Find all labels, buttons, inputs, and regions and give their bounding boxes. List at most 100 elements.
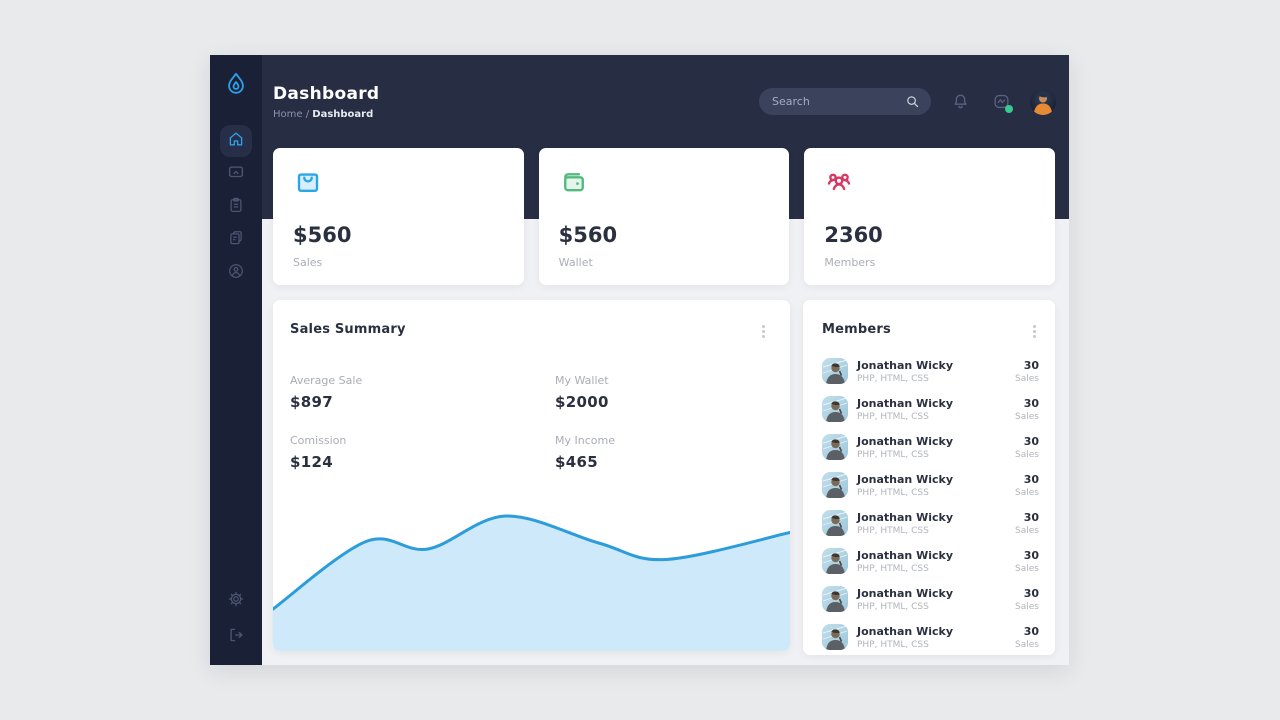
sidebar-item-logout[interactable]	[220, 621, 252, 653]
sidebar-item-documents[interactable]	[220, 224, 252, 256]
sidebar-item-settings[interactable]	[220, 585, 252, 617]
kebab-menu-icon[interactable]	[1030, 322, 1039, 341]
chat-status-dot	[1005, 104, 1013, 113]
member-skills: PHP, HTML, CSS	[857, 411, 929, 422]
members-header: Members	[803, 300, 1055, 341]
main-area: Dashboard Home / Dashboard	[262, 55, 1069, 665]
sidebar-bottom	[220, 585, 252, 653]
sidebar	[210, 55, 262, 665]
member-sales-count: 30	[1023, 396, 1039, 410]
stat-label: Wallet	[558, 256, 593, 269]
member-skills: PHP, HTML, CSS	[857, 373, 929, 384]
member-name: Jonathan Wicky	[857, 586, 953, 600]
sidebar-item-home[interactable]	[220, 125, 252, 157]
member-row[interactable]: Jonathan Wicky PHP, HTML, CSS 30 Sales	[822, 618, 1039, 655]
member-skills: PHP, HTML, CSS	[857, 563, 929, 574]
member-sales-label: Sales	[1015, 373, 1039, 384]
member-row[interactable]: Jonathan Wicky PHP, HTML, CSS 30 Sales	[822, 390, 1039, 428]
member-sales-label: Sales	[1015, 563, 1039, 574]
stat-label: Comission	[290, 434, 347, 447]
sidebar-nav	[220, 125, 252, 289]
member-avatar	[822, 434, 848, 460]
stat-value: 2360	[824, 223, 883, 247]
screen-share-icon	[227, 163, 245, 185]
stat-label: Average Sale	[290, 374, 363, 387]
member-row[interactable]: Jonathan Wicky PHP, HTML, CSS 30 Sales	[822, 466, 1039, 504]
member-avatar	[822, 586, 848, 612]
sidebar-item-tasks[interactable]	[220, 191, 252, 223]
member-sales-count: 30	[1023, 586, 1039, 600]
member-row[interactable]: Jonathan Wicky PHP, HTML, CSS 30 Sales	[822, 542, 1039, 580]
page-heading: Dashboard Home / Dashboard	[273, 84, 379, 120]
member-skills: PHP, HTML, CSS	[857, 487, 929, 498]
member-skills: PHP, HTML, CSS	[857, 639, 929, 650]
member-info: Jonathan Wicky PHP, HTML, CSS	[857, 397, 1015, 422]
app-window: Dashboard Home / Dashboard	[210, 55, 1069, 665]
members-panel: Members	[803, 300, 1055, 655]
member-sales: 30 Sales	[1015, 625, 1039, 650]
clipboard-icon	[227, 196, 245, 218]
stat-value: $2000	[555, 393, 609, 411]
header-content: Dashboard Home / Dashboard	[262, 55, 1069, 148]
bell-icon[interactable]	[948, 90, 972, 114]
member-info: Jonathan Wicky PHP, HTML, CSS	[857, 359, 1015, 384]
stat-card-wallet: $560 Wallet	[538, 148, 790, 285]
stat-cards-row: $560 Sales $560 Wallet	[273, 148, 1056, 285]
user-avatar[interactable]	[1030, 88, 1056, 115]
member-avatar	[822, 472, 848, 498]
chat-icon[interactable]	[989, 90, 1013, 114]
search-input[interactable]	[772, 95, 903, 108]
sales-summary-title: Sales Summary	[290, 322, 406, 337]
member-avatar	[822, 548, 848, 574]
member-sales: 30 Sales	[1015, 359, 1039, 384]
member-row[interactable]: Jonathan Wicky PHP, HTML, CSS 30 Sales	[822, 504, 1039, 542]
member-info: Jonathan Wicky PHP, HTML, CSS	[857, 435, 1015, 460]
member-sales-label: Sales	[1015, 487, 1039, 498]
member-avatar	[822, 396, 848, 422]
member-avatar	[822, 510, 848, 536]
breadcrumb-current: Dashboard	[312, 108, 374, 120]
member-row[interactable]: Jonathan Wicky PHP, HTML, CSS 30 Sales	[822, 580, 1039, 618]
member-info: Jonathan Wicky PHP, HTML, CSS	[857, 549, 1015, 574]
sales-stat-comission: Comission $124	[290, 434, 555, 471]
member-info: Jonathan Wicky PHP, HTML, CSS	[857, 473, 1015, 498]
member-sales-count: 30	[1023, 472, 1039, 486]
member-row[interactable]: Jonathan Wicky PHP, HTML, CSS 30 Sales	[822, 428, 1039, 466]
logout-icon	[227, 626, 245, 648]
stat-card-sales: $560 Sales	[273, 148, 524, 285]
stat-value: $465	[555, 453, 598, 471]
sidebar-item-profile[interactable]	[220, 257, 252, 289]
member-name: Jonathan Wicky	[857, 358, 953, 372]
member-info: Jonathan Wicky PHP, HTML, CSS	[857, 587, 1015, 612]
member-sales-count: 30	[1023, 548, 1039, 562]
sales-summary-stats: Average Sale $897 My Wallet $2000 Comiss…	[290, 374, 790, 471]
search-icon[interactable]	[903, 93, 921, 111]
member-sales-label: Sales	[1015, 525, 1039, 536]
member-sales-label: Sales	[1015, 639, 1039, 650]
documents-icon	[227, 229, 245, 251]
members-icon	[824, 167, 854, 197]
stat-label: My Income	[555, 434, 615, 447]
sales-stat-average-sale: Average Sale $897	[290, 374, 555, 411]
member-name: Jonathan Wicky	[857, 624, 953, 638]
header-actions	[759, 88, 1056, 115]
stat-value: $124	[290, 453, 333, 471]
member-sales-count: 30	[1023, 510, 1039, 524]
breadcrumb-separator: /	[305, 108, 310, 120]
member-name: Jonathan Wicky	[857, 434, 953, 448]
shopping-bag-icon	[293, 167, 323, 197]
stat-label: Sales	[293, 256, 323, 269]
member-sales-label: Sales	[1015, 411, 1039, 422]
member-sales: 30 Sales	[1015, 511, 1039, 536]
member-skills: PHP, HTML, CSS	[857, 449, 929, 460]
stat-value: $560	[558, 223, 618, 247]
breadcrumb-home[interactable]: Home	[273, 108, 303, 120]
member-sales: 30 Sales	[1015, 549, 1039, 574]
member-sales: 30 Sales	[1015, 587, 1039, 612]
sidebar-item-screen[interactable]	[220, 158, 252, 190]
page-title: Dashboard	[273, 83, 380, 104]
member-sales: 30 Sales	[1015, 435, 1039, 460]
kebab-menu-icon[interactable]	[759, 322, 768, 341]
member-row[interactable]: Jonathan Wicky PHP, HTML, CSS 30 Sales	[822, 352, 1039, 390]
members-title: Members	[822, 322, 891, 337]
